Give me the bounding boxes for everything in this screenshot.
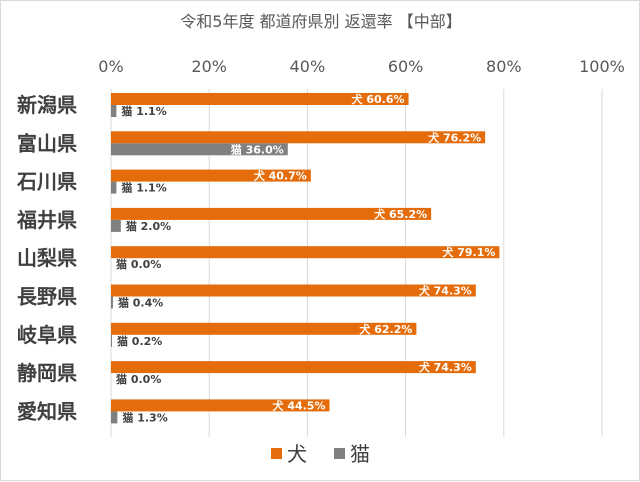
bar-dog xyxy=(111,169,311,182)
data-label-dog: 犬 44.5% xyxy=(272,398,325,412)
data-labels: 犬 60.6% 猫 1.1% 犬 76.2% 猫 36.0% 犬 40.7% 猫 1.1%… xyxy=(116,92,495,424)
legend-label: 犬 xyxy=(287,442,307,466)
x-tick-label: 0% xyxy=(98,57,123,76)
bar-cat xyxy=(111,181,117,194)
data-label-cat: 猫 0.0% xyxy=(116,257,161,271)
bar-cat xyxy=(111,334,112,347)
data-label-dog: 犬 79.1% xyxy=(442,245,495,259)
x-tick-label: 20% xyxy=(191,57,227,76)
category-label: 長野県 xyxy=(17,285,77,309)
legend-label: 猫 xyxy=(350,442,370,466)
legend-swatch xyxy=(334,448,345,459)
data-label-dog: 犬 62.2% xyxy=(359,322,412,336)
data-label-cat: 猫 36.0% xyxy=(231,142,284,156)
data-label-dog: 犬 76.2% xyxy=(428,130,481,144)
bar-dog xyxy=(111,246,500,259)
category-label: 静岡県 xyxy=(17,361,77,385)
category-label: 岐阜県 xyxy=(17,323,77,347)
bar-cat xyxy=(111,105,117,117)
category-label: 新潟県 xyxy=(17,93,77,117)
category-label: 山梨県 xyxy=(17,246,77,270)
data-label-cat: 猫 2.0% xyxy=(126,219,171,233)
bar-cat xyxy=(111,219,121,232)
data-label-dog: 犬 74.3% xyxy=(419,284,472,298)
bar-cat xyxy=(111,143,288,156)
legend-swatch xyxy=(271,448,282,459)
data-label-dog: 犬 74.3% xyxy=(419,360,472,374)
data-label-cat: 猫 0.0% xyxy=(116,372,161,386)
data-label-dog: 犬 65.2% xyxy=(374,207,427,221)
x-tick-label: 40% xyxy=(290,57,326,76)
bar-dog xyxy=(111,93,409,105)
data-label-cat: 猫 1.1% xyxy=(121,181,166,195)
x-tick-label: 80% xyxy=(486,57,522,76)
legend: 犬猫 xyxy=(271,442,370,466)
data-label-cat: 猫 0.2% xyxy=(117,334,162,348)
bar-dog xyxy=(111,284,476,297)
bar-dog xyxy=(111,322,417,335)
bar-dog xyxy=(111,207,432,220)
x-tick-label: 100% xyxy=(579,57,625,76)
category-label: 富山県 xyxy=(17,131,77,155)
bar-cat xyxy=(111,296,113,309)
x-tick-labels: 0% 20% 40% 60% 80% 100% xyxy=(98,57,625,76)
category-label: 石川県 xyxy=(16,170,77,194)
x-tick-label: 60% xyxy=(388,57,424,76)
category-label: 福井県 xyxy=(16,208,77,232)
bar-dog xyxy=(111,361,476,374)
bar-dog xyxy=(111,399,330,412)
data-label-dog: 犬 40.7% xyxy=(254,169,307,183)
bar-dog xyxy=(111,131,486,144)
data-label-dog: 犬 60.6% xyxy=(352,92,405,106)
data-label-cat: 猫 1.1% xyxy=(121,104,166,118)
bars xyxy=(111,93,500,424)
data-label-cat: 猫 0.4% xyxy=(118,296,163,310)
bar-cat xyxy=(111,411,118,424)
chart-title: 令和5年度 都道府県別 返還率 【中部】 xyxy=(180,12,461,31)
data-label-cat: 猫 1.3% xyxy=(122,410,167,424)
category-label: 愛知県 xyxy=(17,399,77,423)
